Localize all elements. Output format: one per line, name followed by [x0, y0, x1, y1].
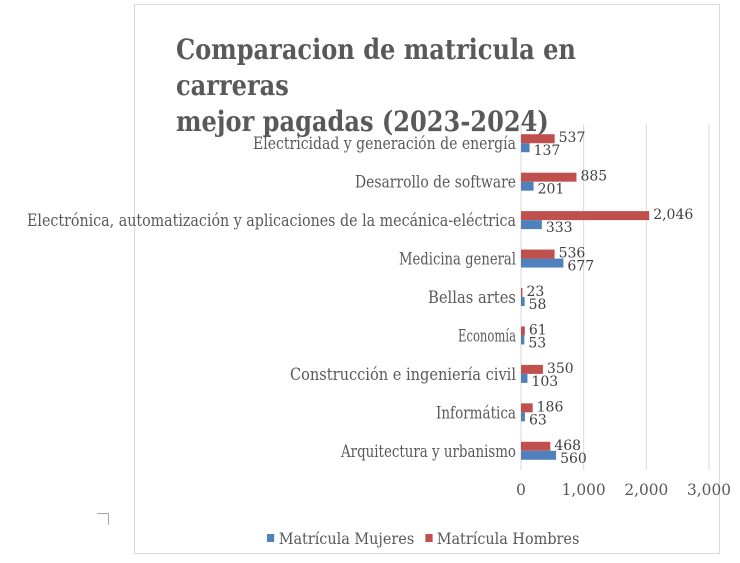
data-label-mujeres: 103: [531, 374, 558, 390]
resize-handle[interactable]: [97, 513, 109, 525]
bar-hombres: [521, 364, 543, 374]
bar-hombres: [521, 403, 533, 413]
chart-area: [134, 4, 720, 554]
category-label: Bellas artes: [428, 288, 516, 308]
data-label-hombres: 23: [526, 284, 544, 300]
data-label-hombres: 2,046: [653, 207, 693, 223]
data-label-hombres: 537: [559, 130, 586, 146]
data-label-hombres: 350: [547, 361, 574, 377]
x-tick-label: 0: [516, 480, 526, 499]
bar-hombres: [521, 249, 555, 259]
data-label-hombres: 536: [559, 246, 586, 262]
chart-title-line-1: Comparacion de matricula en carreras: [176, 33, 576, 102]
category-label: Medicina general: [399, 250, 516, 270]
bar-mujeres: [521, 297, 525, 306]
data-label-mujeres: 63: [529, 412, 547, 428]
data-label-mujeres: 677: [567, 259, 594, 275]
bar-mujeres: [521, 412, 525, 422]
data-label-hombres: 885: [580, 169, 607, 185]
chart-title: Comparacion de matricula en carreras mej…: [176, 32, 640, 140]
category-label: Economía: [458, 326, 516, 346]
bar-hombres: [521, 441, 551, 451]
bar-hombres: [521, 288, 523, 297]
legend-swatch-hombres: [425, 534, 433, 542]
x-tick-label: 2,000: [624, 480, 668, 499]
data-label-mujeres: 201: [538, 182, 565, 198]
bar-mujeres: [521, 450, 557, 460]
category-label: Construcción e ingeniería civil: [290, 365, 516, 385]
bar-hombres: [521, 134, 555, 144]
data-label-hombres: 61: [529, 322, 547, 338]
x-tick-label: 3,000: [687, 480, 731, 499]
legend-item-hombres: Matrícula Hombres: [425, 529, 579, 548]
category-label: Electrónica, automatización y aplicacion…: [27, 211, 516, 231]
bar-mujeres: [521, 220, 542, 230]
data-label-mujeres: 53: [528, 335, 546, 351]
data-label-mujeres: 560: [560, 451, 587, 467]
bar-mujeres: [521, 373, 528, 383]
bar-mujeres: [521, 181, 534, 191]
bar-hombres: [521, 211, 650, 221]
bar-mujeres: [521, 143, 530, 153]
legend-label-hombres: Matrícula Hombres: [436, 528, 580, 548]
bar-hombres: [521, 172, 577, 182]
legend: Matrícula Mujeres Matrícula Hombres: [267, 527, 579, 549]
category-label: Electricidad y generación de energía: [253, 134, 516, 154]
category-label: Informática: [436, 403, 516, 423]
category-label: Arquitectura y urbanismo: [340, 442, 516, 462]
data-label-hombres: 468: [554, 438, 581, 454]
legend-item-mujeres: Matrícula Mujeres: [267, 529, 414, 548]
bar-mujeres: [521, 335, 525, 345]
x-tick-label: 1,000: [562, 480, 606, 499]
data-label-mujeres: 333: [546, 220, 573, 236]
bar-hombres: [521, 326, 525, 336]
data-label-mujeres: 58: [529, 297, 547, 313]
legend-swatch-mujeres: [267, 534, 275, 542]
category-label: Desarrollo de software: [355, 173, 516, 193]
data-label-hombres: 186: [537, 399, 564, 415]
data-label-mujeres: 137: [534, 143, 561, 159]
bar-mujeres: [521, 258, 564, 268]
chart-title-line-2: mejor pagadas (2023-2024): [176, 105, 549, 138]
legend-label-mujeres: Matrícula Mujeres: [278, 528, 415, 548]
